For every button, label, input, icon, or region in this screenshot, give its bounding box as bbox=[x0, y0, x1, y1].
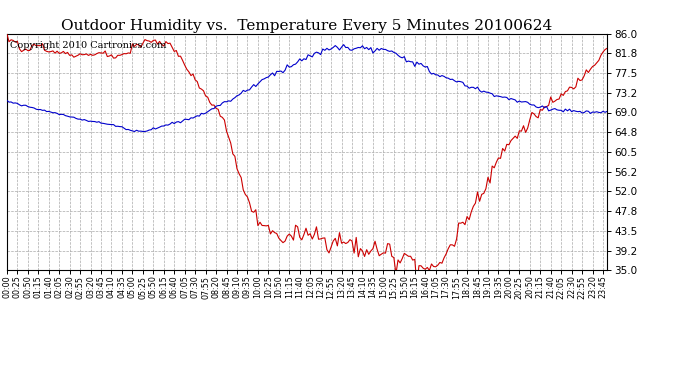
Title: Outdoor Humidity vs.  Temperature Every 5 Minutes 20100624: Outdoor Humidity vs. Temperature Every 5… bbox=[61, 19, 553, 33]
Text: Copyright 2010 Cartronics.com: Copyright 2010 Cartronics.com bbox=[10, 41, 166, 50]
